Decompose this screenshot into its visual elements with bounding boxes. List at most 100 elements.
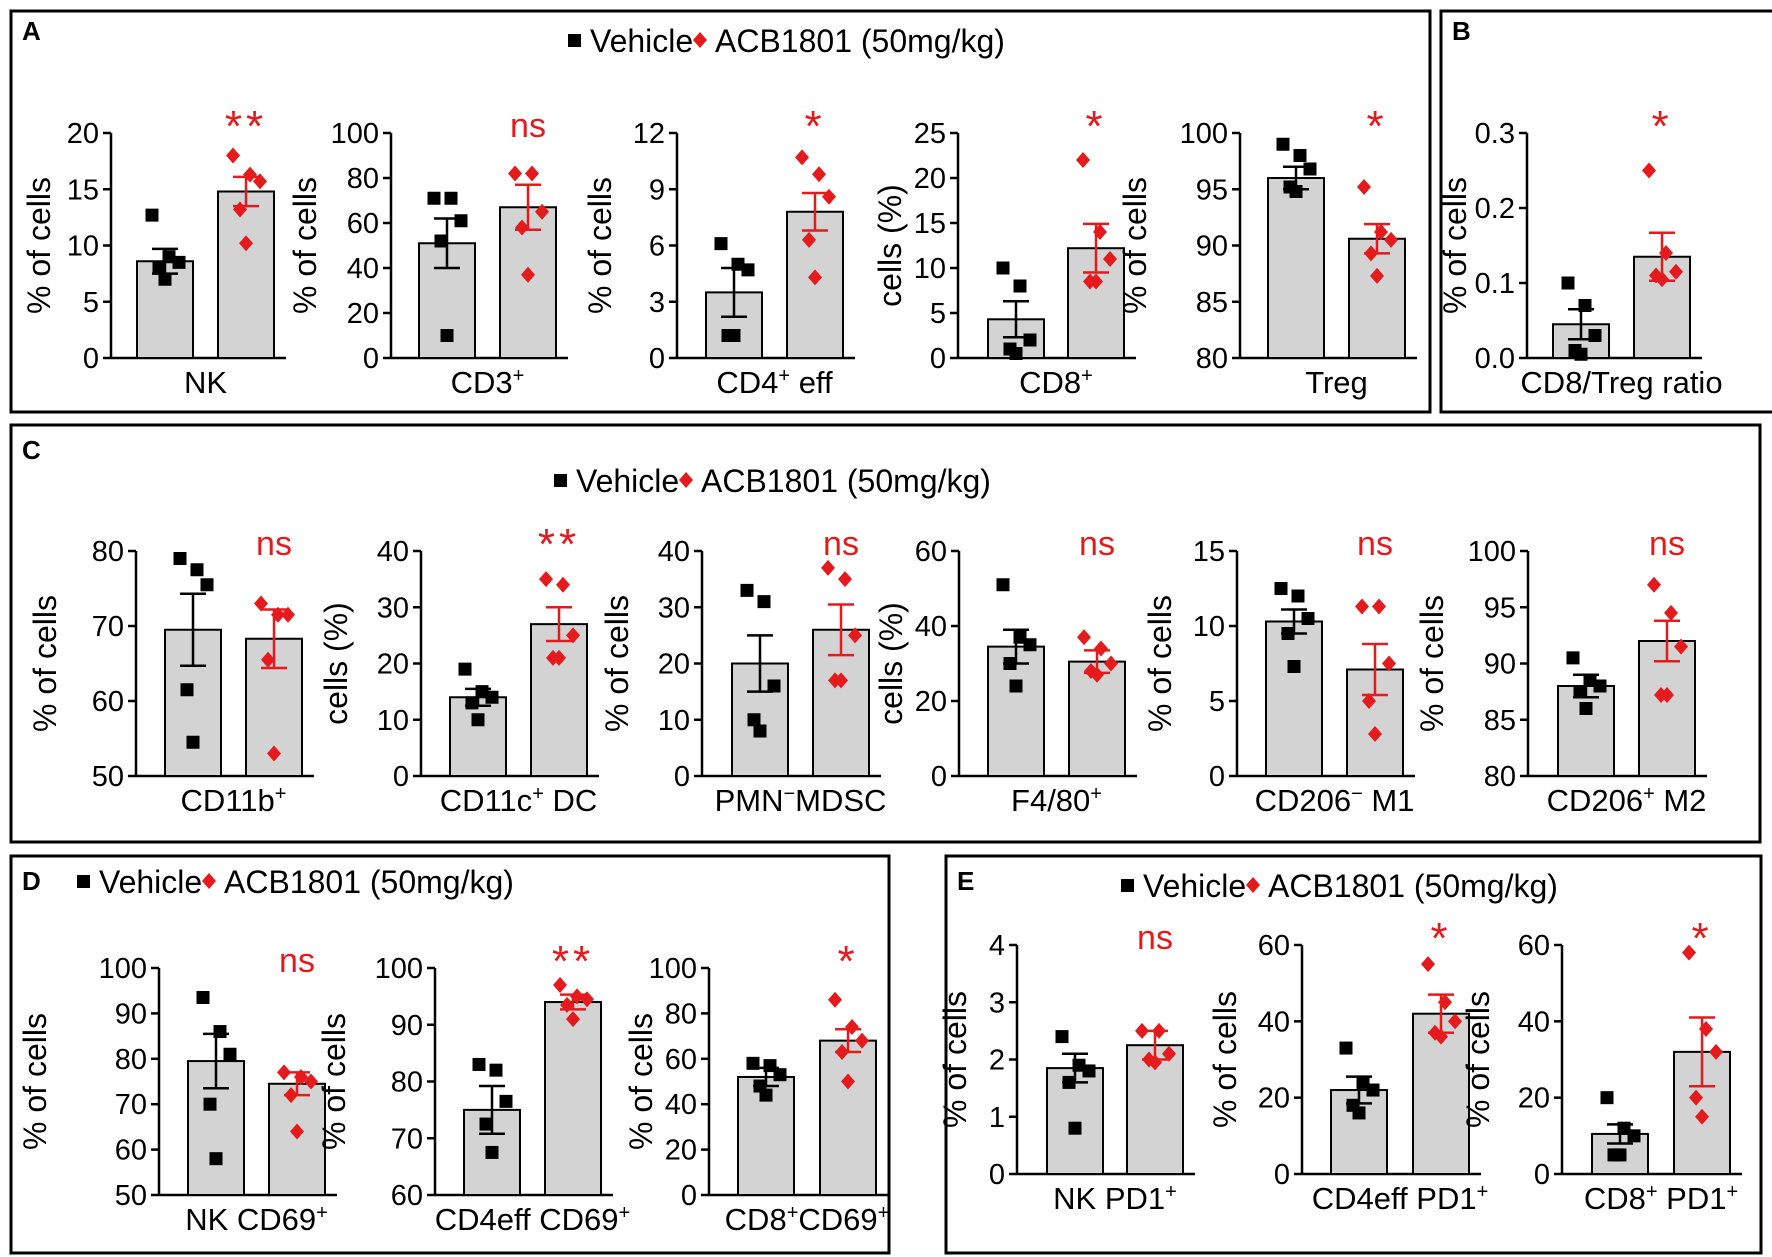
legend-treatment-label: ACB1801 (50mg/kg) [224,864,514,900]
chart-cd4-eff: 0 3 6 9 12 % of cells CD4+ eff * [582,102,855,400]
chart-cd4eff-cd69-: 60 70 80 90 100 % of cells CD4eff CD69+ ** [316,937,630,1237]
panel-frame [944,854,1763,1255]
data-point-acb1801 [1135,1022,1149,1039]
panel-d: D Vehicle ACB1801 (50mg/kg) [9,854,891,1255]
y-tick-label: 50 [92,761,124,793]
bar-vehicle [1265,620,1323,777]
data-point-vehicle [479,1117,493,1131]
y-tick-label: 15 [67,174,99,206]
chart-cd8-pd1-: 0 20 40 60 % of cells CD8+ PD1+ * [1460,914,1742,1216]
diamond-icon [693,32,707,48]
panel-e: E Vehicle ACB1801 (50mg/kg) [944,854,1763,1255]
y-tick-label: 5 [930,298,946,330]
data-point-acb1801 [822,188,836,205]
y-tick-label: 100 [375,953,423,985]
data-point-acb1801 [1364,245,1378,262]
data-point-vehicle [1274,582,1288,595]
data-point-acb1801 [239,235,253,252]
data-point-vehicle [172,255,186,269]
data-point-acb1801 [1669,263,1683,280]
data-point-acb1801 [1372,598,1386,615]
data-point-vehicle [1573,685,1587,699]
data-point-vehicle [741,263,755,277]
panel-frame [9,854,891,1255]
data-point-acb1801 [521,266,535,283]
legend-treatment-label: ACB1801 (50mg/kg) [1268,868,1558,904]
legend-treatment-label: ACB1801 (50mg/kg) [715,23,1005,59]
y-tick-label: 60 [347,208,379,240]
legend-vehicle-label: Vehicle [576,463,679,499]
data-point-acb1801 [834,672,848,689]
legend-vehicle-label: Vehicle [1143,868,1246,904]
chart-cd8-cd69-: 0 20 40 60 80 100 % of cells CD8+CD69+ * [623,937,889,1237]
data-point-vehicle [465,696,479,710]
data-point-acb1801 [515,219,529,236]
significance-label: * [1366,102,1387,151]
y-tick-label: 0 [83,343,99,375]
data-point-vehicle [1293,149,1307,162]
significance-label: ** [225,102,267,151]
y-tick-label: 20 [658,649,690,681]
data-point-vehicle [485,1145,499,1159]
y-tick-label: 95 [1196,174,1228,206]
data-point-vehicle [1303,162,1317,176]
y-tick-label: 80 [391,1067,423,1099]
y-tick-label: 90 [115,998,147,1030]
y-tick-label: 10 [914,253,946,285]
square-icon [1121,879,1134,892]
y-axis-title: % of cells [1414,595,1450,732]
bar-vehicle [1267,177,1325,359]
y-tick-label: 3 [989,987,1005,1019]
data-point-vehicle [767,679,781,693]
data-point-acb1801 [821,559,835,576]
y-tick-label: 10 [377,705,409,737]
data-point-vehicle [1276,137,1290,151]
y-tick-label: 85 [1484,705,1516,737]
y-tick-label: 20 [347,298,379,330]
diamond-icon [202,873,216,889]
x-axis-title: CD206− M1 [1255,783,1415,818]
data-point-acb1801 [1382,655,1396,672]
y-tick-label: 0 [1209,761,1225,793]
y-tick-label: 0.3 [1475,118,1515,150]
y-tick-label: 60 [665,1044,697,1076]
data-point-vehicle [1566,651,1580,665]
data-point-acb1801 [802,231,816,248]
y-axis-title: % of cells [582,177,618,314]
chart-f4-80-: 0 20 40 60 cells (%) F4/80+ ns [873,525,1137,818]
data-point-acb1801 [304,1073,318,1090]
chart-cd11c-dc: 0 10 20 30 40 cells (%) CD11c+ DC ** [318,520,599,818]
y-axis-title: % of cells [937,991,973,1128]
data-point-vehicle [1291,589,1305,603]
significance-label: ns [1357,525,1393,563]
y-tick-label: 5 [83,287,99,319]
data-point-acb1801 [1659,245,1673,261]
data-point-vehicle [1072,1058,1086,1072]
y-tick-label: 6 [649,231,665,263]
data-point-vehicle [1366,1083,1380,1097]
y-axis-title: cells (%) [872,184,908,307]
data-point-acb1801 [1148,1054,1162,1071]
y-axis-title: % of cells [599,595,635,732]
square-icon [77,875,90,888]
data-point-acb1801 [1162,1045,1176,1062]
x-axis-title: NK PD1+ [1053,1181,1177,1216]
chart-nk-pd1-: 0 1 2 3 4 % of cells NK PD1+ ns [937,919,1195,1216]
significance-label: ns [1137,919,1173,957]
data-point-vehicle [196,991,210,1005]
significance-label: * [837,937,858,986]
data-point-acb1801 [1660,687,1674,703]
data-point-vehicle [1013,279,1027,293]
y-tick-label: 90 [1484,649,1516,681]
data-point-acb1801 [1674,638,1688,655]
data-point-vehicle [1339,1041,1353,1055]
chart-cd3-: 0 20 40 60 80 100% of cells CD3+ ns [287,107,568,400]
chart-cd206-m2: 80 85 90 95 100 % of cells CD206+ M2 ns [1414,525,1707,818]
data-point-acb1801 [1384,231,1398,248]
data-point-acb1801 [1076,152,1090,168]
bar-acb1801 [217,190,275,359]
data-point-vehicle [1055,1030,1069,1044]
y-axis-title: cells (%) [873,602,909,725]
y-tick-label: 40 [658,536,690,568]
data-point-vehicle [1574,347,1588,361]
